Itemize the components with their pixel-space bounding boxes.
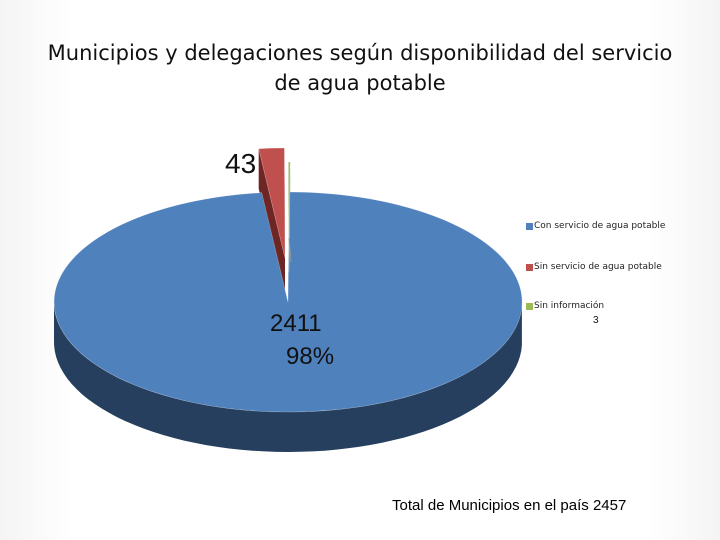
data-label-con-servicio-percent: 98% bbox=[286, 343, 335, 370]
legend-swatch-sin-servicio bbox=[526, 263, 533, 271]
total-note: Total de Municipios en el país 2457 bbox=[392, 497, 627, 514]
data-label-sin-informacion-count: 3 bbox=[593, 315, 599, 326]
slice-sin-informacion bbox=[288, 161, 291, 273]
data-label-con-servicio-count: 2411 bbox=[270, 310, 322, 337]
legend-item-con-servicio: Con servicio de agua potable bbox=[526, 221, 665, 231]
legend-swatch-sin-informacion bbox=[526, 302, 533, 310]
legend-label-con-servicio: Con servicio de agua potable bbox=[534, 221, 666, 231]
legend-item-sin-servicio: Sin servicio de agua potable bbox=[526, 262, 662, 272]
slice-sin-servicio bbox=[258, 147, 286, 259]
legend-label-sin-informacion: Sin información bbox=[534, 301, 605, 311]
data-label-sin-servicio-count: 43 bbox=[225, 148, 257, 179]
slice-con-servicio-side bbox=[54, 299, 522, 452]
legend-swatch-con-servicio bbox=[526, 222, 533, 230]
slice-con-servicio-wall bbox=[54, 299, 522, 452]
slice-con-servicio bbox=[53, 191, 523, 413]
chart-title: Municipios y delegaciones según disponib… bbox=[47, 41, 673, 95]
leader-line-sin-informacion bbox=[288, 237, 292, 263]
slice-sin-servicio-edge-0 bbox=[258, 148, 285, 298]
legend-item-sin-informacion: Sin información bbox=[526, 301, 604, 311]
legend-label-sin-servicio: Sin servicio de agua potable bbox=[534, 262, 662, 272]
